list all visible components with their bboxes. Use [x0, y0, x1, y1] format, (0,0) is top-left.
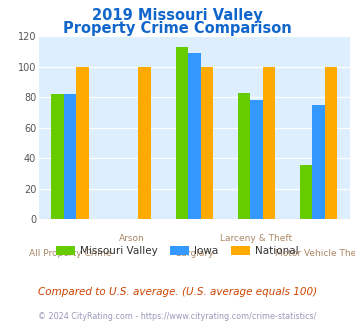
Bar	[188, 53, 201, 219]
Bar	[64, 94, 76, 219]
Bar	[300, 164, 312, 219]
Text: Arson: Arson	[119, 234, 145, 243]
Bar	[263, 67, 275, 219]
Bar	[312, 105, 325, 219]
Bar	[176, 47, 188, 219]
Bar	[51, 94, 64, 219]
Text: Larceny & Theft: Larceny & Theft	[220, 234, 293, 243]
Text: Compared to U.S. average. (U.S. average equals 100): Compared to U.S. average. (U.S. average …	[38, 287, 317, 297]
Bar	[250, 100, 263, 219]
Text: Property Crime Comparison: Property Crime Comparison	[63, 21, 292, 36]
Text: Burglary: Burglary	[175, 249, 214, 258]
Bar	[76, 67, 89, 219]
Text: All Property Crime: All Property Crime	[29, 249, 111, 258]
Text: Motor Vehicle Theft: Motor Vehicle Theft	[275, 249, 355, 258]
Bar	[138, 67, 151, 219]
Text: 2019 Missouri Valley: 2019 Missouri Valley	[92, 8, 263, 23]
Text: © 2024 CityRating.com - https://www.cityrating.com/crime-statistics/: © 2024 CityRating.com - https://www.city…	[38, 312, 317, 321]
Bar	[238, 93, 250, 219]
Legend: Missouri Valley, Iowa, National: Missouri Valley, Iowa, National	[52, 242, 303, 260]
Bar	[325, 67, 337, 219]
Bar	[201, 67, 213, 219]
